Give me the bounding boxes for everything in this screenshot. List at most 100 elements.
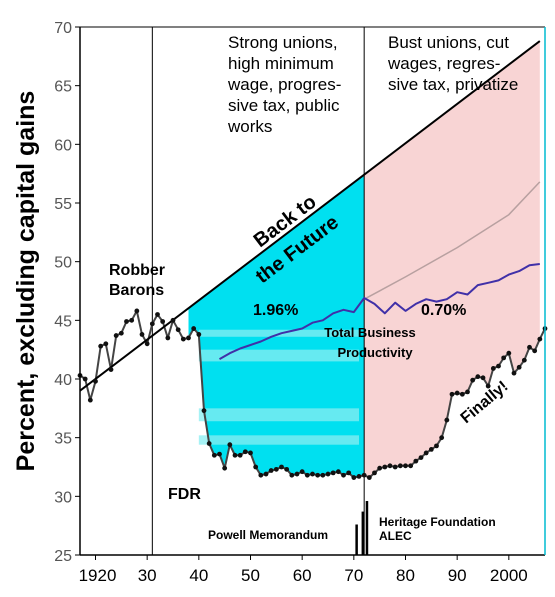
data-point xyxy=(87,397,93,403)
data-point xyxy=(180,336,186,342)
data-point xyxy=(98,343,104,349)
data-point xyxy=(335,469,341,475)
data-point xyxy=(227,442,233,448)
data-point xyxy=(351,475,357,480)
robber-barons-label: Barons xyxy=(109,282,164,299)
data-point xyxy=(537,336,543,342)
data-point xyxy=(206,441,212,446)
data-point xyxy=(279,464,284,470)
data-point xyxy=(459,391,465,397)
data-point xyxy=(501,355,507,361)
data-point xyxy=(217,451,222,457)
era-label-bust-unions: Bust unions, cut xyxy=(388,33,509,52)
data-point xyxy=(258,472,264,478)
band xyxy=(198,349,359,362)
data-point xyxy=(242,449,248,455)
alec-marker xyxy=(365,501,369,555)
data-point xyxy=(382,464,388,470)
era-label-strong-unions: sive tax, public xyxy=(228,96,340,115)
era-label-strong-unions: wage, progres- xyxy=(227,75,341,94)
data-point xyxy=(170,317,176,323)
data-point xyxy=(118,330,124,336)
data-point xyxy=(201,408,207,414)
data-point xyxy=(454,390,460,396)
data-point xyxy=(346,470,352,476)
data-point xyxy=(299,469,305,475)
data-point xyxy=(263,471,269,477)
era-label-strong-unions: works xyxy=(227,117,272,136)
x-tick-label: 1920 xyxy=(79,566,117,585)
data-point xyxy=(516,364,522,370)
y-tick-label: 25 xyxy=(54,548,72,565)
data-point xyxy=(413,458,419,464)
x-tick-label: 90 xyxy=(448,566,467,585)
data-point xyxy=(330,470,336,476)
data-point xyxy=(160,319,166,324)
data-point xyxy=(434,443,439,449)
data-point xyxy=(248,450,253,456)
data-point xyxy=(139,332,145,337)
data-point xyxy=(237,452,243,458)
powell-marker xyxy=(355,524,358,555)
data-point xyxy=(186,335,191,341)
data-point xyxy=(93,378,98,384)
data-point xyxy=(108,367,114,373)
data-point xyxy=(113,333,119,338)
powell-memorandum-label: Powell Memorandum xyxy=(208,528,328,542)
y-tick-label: 70 xyxy=(54,20,72,37)
data-point xyxy=(387,463,393,469)
data-point xyxy=(496,363,501,369)
data-point xyxy=(403,463,408,469)
data-point xyxy=(423,450,429,456)
data-point xyxy=(294,471,300,477)
cyan-region xyxy=(188,174,365,478)
data-point xyxy=(470,377,476,383)
x-tick-label: 2000 xyxy=(490,566,528,585)
data-point xyxy=(222,465,228,471)
data-point xyxy=(149,321,155,327)
pink-region xyxy=(364,41,540,478)
data-point xyxy=(124,319,129,324)
data-point xyxy=(439,435,445,441)
era-label-strong-unions: high minimum xyxy=(228,54,334,73)
data-point xyxy=(527,344,532,350)
y-tick-label: 60 xyxy=(54,137,72,154)
band xyxy=(198,408,359,422)
y-tick-label: 50 xyxy=(54,255,72,272)
data-point xyxy=(232,452,238,458)
data-point xyxy=(490,366,496,371)
data-point xyxy=(129,317,135,323)
data-point xyxy=(341,472,346,478)
heritage-marker xyxy=(361,511,365,555)
productivity-label: Productivity xyxy=(337,345,413,360)
robber-barons-label: Robber xyxy=(109,262,165,279)
data-point xyxy=(521,357,527,363)
data-point xyxy=(485,383,491,389)
rate-label-before: 1.96% xyxy=(253,302,298,319)
data-point xyxy=(465,389,470,395)
data-point xyxy=(289,472,295,478)
data-point xyxy=(506,350,512,356)
data-point xyxy=(175,327,181,333)
y-tick-label: 40 xyxy=(54,372,72,389)
data-point xyxy=(449,391,455,397)
data-point xyxy=(320,472,326,478)
y-tick-label: 35 xyxy=(54,431,72,448)
x-tick-label: 40 xyxy=(189,566,208,585)
data-point xyxy=(310,471,315,477)
productivity-label: Total Business xyxy=(324,325,416,340)
x-tick-label: 80 xyxy=(396,566,415,585)
data-point xyxy=(418,455,424,461)
heritage-foundation-label: Heritage Foundation xyxy=(379,515,496,529)
y-axis-label: Percent, excluding capital gains xyxy=(12,91,40,472)
era-label-bust-unions: wages, regres- xyxy=(387,54,500,73)
data-point xyxy=(372,470,377,476)
trend-line xyxy=(79,40,541,392)
data-point xyxy=(155,312,160,317)
data-point xyxy=(532,348,538,354)
data-point xyxy=(103,341,109,347)
era-label-bust-unions: sive tax, privatize xyxy=(388,75,518,94)
data-point xyxy=(253,464,259,470)
data-point xyxy=(475,374,481,380)
